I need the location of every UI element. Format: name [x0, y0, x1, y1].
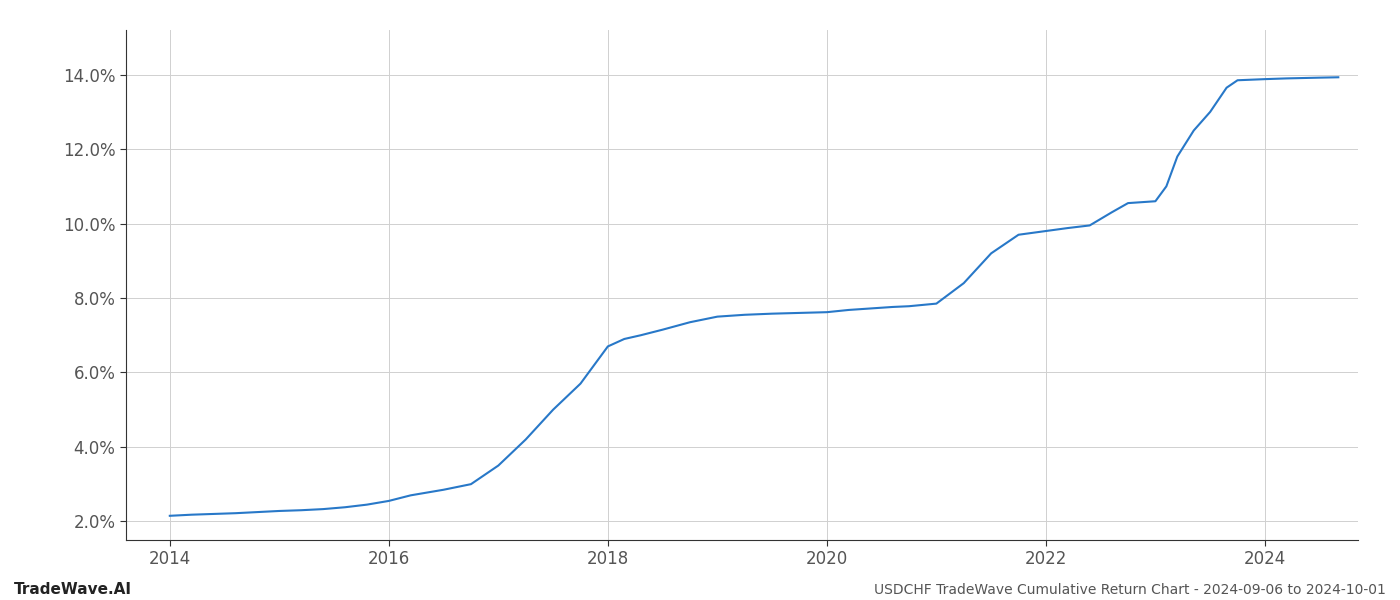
Text: USDCHF TradeWave Cumulative Return Chart - 2024-09-06 to 2024-10-01: USDCHF TradeWave Cumulative Return Chart…: [874, 583, 1386, 597]
Text: TradeWave.AI: TradeWave.AI: [14, 582, 132, 597]
